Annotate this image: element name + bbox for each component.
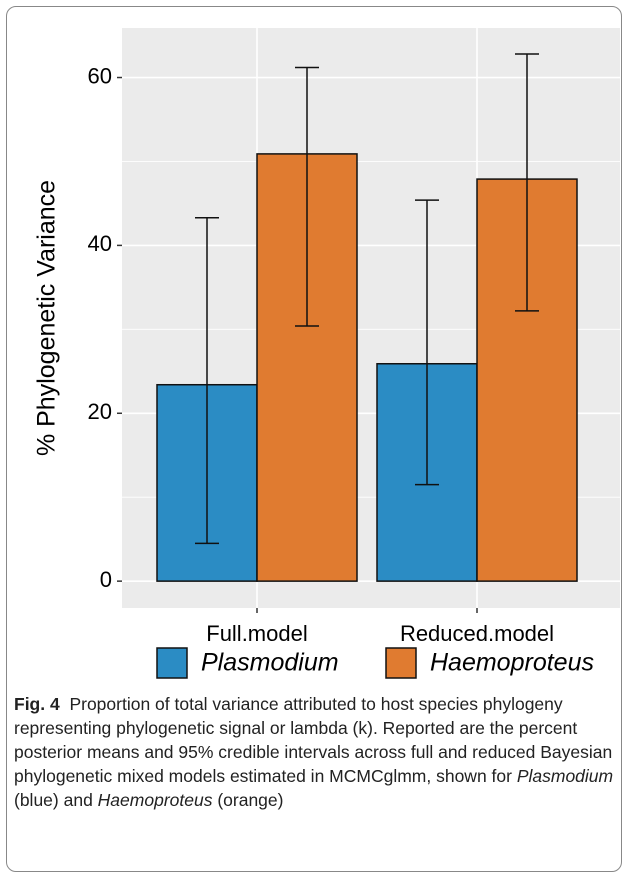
caption-text: Proportion of total variance attributed … bbox=[14, 694, 613, 786]
caption: Fig. 4 Proportion of total variance attr… bbox=[14, 692, 614, 812]
caption-text: Haemoproteus bbox=[97, 790, 213, 810]
error-bar bbox=[195, 216, 219, 545]
caption-label: Fig. 4 bbox=[14, 694, 60, 714]
y-tick-label: 0 bbox=[100, 567, 112, 592]
figure-frame bbox=[6, 6, 622, 872]
y-axis-label: % Phylogenetic Variance bbox=[33, 180, 61, 456]
caption-text: (blue) and bbox=[14, 790, 98, 810]
error-bar bbox=[415, 199, 439, 486]
legend-label: Haemoproteus bbox=[430, 649, 594, 677]
x-tick-label: Full.model bbox=[206, 621, 307, 646]
chart: % Phylogenetic Variance 0 20 40 60 Full.mode… bbox=[33, 28, 620, 679]
legend-swatch bbox=[156, 647, 188, 679]
caption-text: Plasmodium bbox=[516, 766, 614, 786]
legend-swatch bbox=[385, 647, 417, 679]
legend-label: Plasmodium bbox=[201, 649, 339, 677]
y-tick-label: 40 bbox=[88, 231, 112, 256]
y-tick-label: 20 bbox=[88, 399, 112, 424]
y-tick-label: 60 bbox=[88, 63, 112, 88]
caption-text: (orange) bbox=[212, 790, 284, 810]
error-bar bbox=[515, 53, 539, 312]
x-tick-label: Reduced.model bbox=[400, 621, 554, 646]
error-bar bbox=[295, 66, 319, 327]
